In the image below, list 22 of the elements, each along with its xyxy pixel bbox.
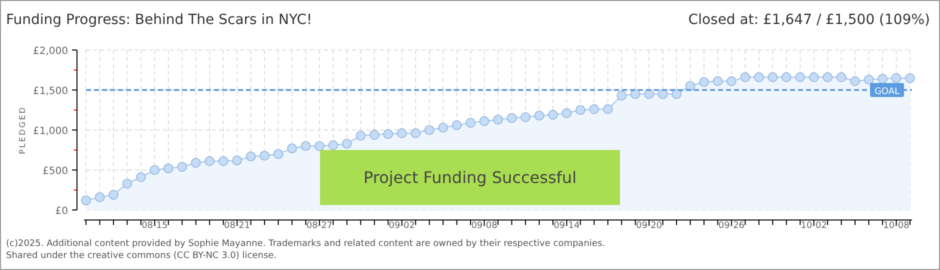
ref-line-label: GOAL <box>874 87 900 97</box>
x-tick-label: 09-08 <box>471 221 498 231</box>
x-tick-label: 09-26 <box>718 221 745 231</box>
y-tick-label: £1,500 <box>33 86 68 97</box>
y-axis-title: PLEDGED <box>18 106 27 154</box>
x-tick-label: 08-15 <box>142 221 168 231</box>
x-tick-label: 10-08 <box>883 221 910 231</box>
x-tick-label: 09-14 <box>554 221 580 231</box>
y-tick-label: £500 <box>42 166 68 177</box>
text: Shared under the creative commons (CC BY-NC 3.0) license. <box>6 251 277 261</box>
x-tick-label: 10-02 <box>800 221 827 231</box>
x-tick-label: 09-02 <box>388 221 415 231</box>
x-tick-label: 09-20 <box>636 221 662 231</box>
chart-title: Funding Progress: Behind The Scars in NYC! <box>6 12 312 28</box>
chart-subtitle: Closed at: £1,647 / £1,500 (109%) <box>688 12 930 28</box>
x-tick-label: 08-21 <box>224 221 250 231</box>
annotation: Project Funding Successful <box>363 168 577 187</box>
x-tick-label: 08-27 <box>306 221 333 231</box>
y-tick-label: £2,000 <box>33 46 68 57</box>
y-tick-label: £0 <box>55 206 68 217</box>
text: (c)2025. Additional content provided by Sophie Mayanne. Trademarks and related content are owned by their respective companies. <box>6 239 605 249</box>
y-tick-label: £1,000 <box>33 126 68 137</box>
